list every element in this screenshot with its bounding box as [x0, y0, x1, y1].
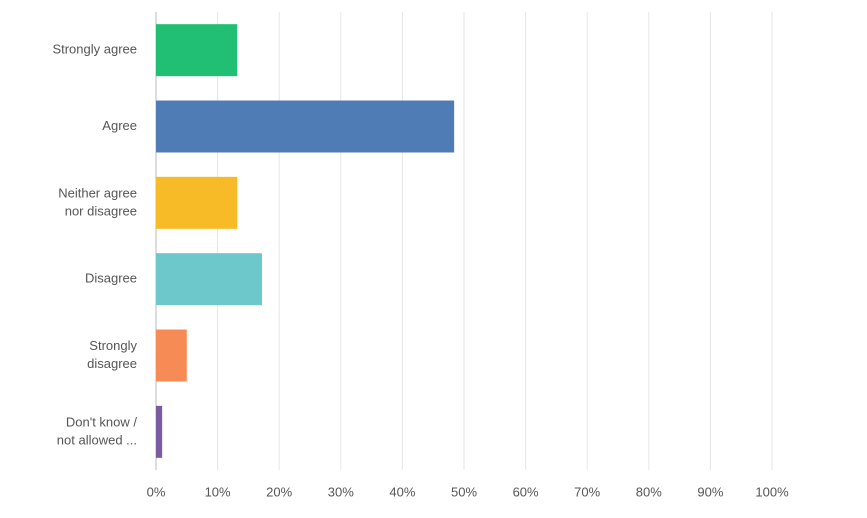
y-tick-label: Disagree [85, 271, 137, 286]
bar [156, 405, 163, 458]
x-tick-label: 60% [513, 484, 539, 499]
x-tick-label: 10% [205, 484, 231, 499]
y-tick-label: Don't know / [66, 414, 138, 429]
bar [156, 329, 187, 382]
x-tick-label: 0% [147, 484, 166, 499]
x-tick-label: 70% [574, 484, 600, 499]
y-tick-label: not allowed ... [57, 432, 137, 447]
x-tick-label: 20% [266, 484, 292, 499]
bar [156, 253, 262, 306]
y-tick-label: nor disagree [65, 203, 137, 218]
x-tick-label: 90% [697, 484, 723, 499]
y-tick-label: Agree [102, 118, 137, 133]
bar [156, 100, 455, 153]
x-tick-label: 80% [636, 484, 662, 499]
bar [156, 176, 238, 229]
x-tick-label: 30% [328, 484, 354, 499]
bar [156, 24, 238, 77]
y-tick-label: Strongly agree [52, 42, 137, 57]
x-tick-label: 50% [451, 484, 477, 499]
y-tick-label: Neither agree [58, 185, 137, 200]
y-tick-label: Strongly [89, 338, 137, 353]
y-tick-label: disagree [87, 356, 137, 371]
x-tick-label: 100% [755, 484, 789, 499]
x-tick-label: 40% [389, 484, 415, 499]
